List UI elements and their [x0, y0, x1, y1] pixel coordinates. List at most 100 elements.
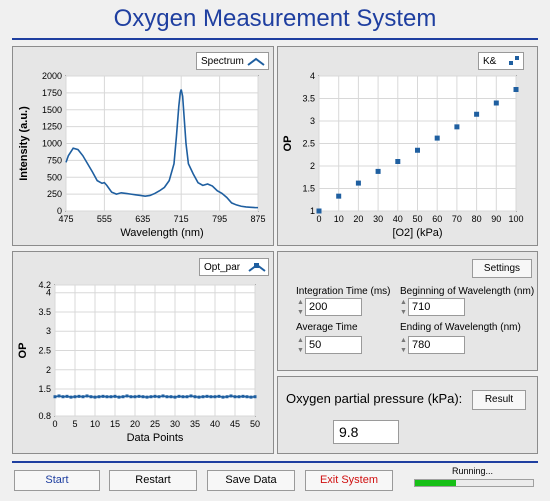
data-point [474, 111, 480, 117]
data-point [225, 395, 229, 399]
x-tick-label: 0 [316, 214, 321, 224]
begin-wavelength-label: Beginning of Wavelength (nm) [400, 286, 535, 297]
x-axis-label: [O2] (kPa) [392, 227, 442, 239]
x-tick-label: 555 [97, 214, 112, 224]
start-button[interactable]: Start [14, 470, 100, 491]
data-point [113, 394, 117, 398]
data-point [165, 395, 169, 399]
data-point [145, 395, 149, 399]
data-point [177, 394, 181, 398]
opt-legend-label: Opt_par [204, 262, 241, 273]
average-spinner-icon[interactable]: ▲ ▼ [297, 337, 304, 354]
y-axis-label: OP [282, 136, 294, 152]
y-tick-label: 0 [57, 206, 62, 216]
data-point [61, 395, 65, 399]
y-tick-label: 2.5 [38, 346, 51, 356]
y-tick-label: 1250 [42, 122, 62, 132]
data-point [221, 395, 225, 399]
x-axis-label: Data Points [127, 432, 184, 444]
end-wavelength-field[interactable]: 780 [408, 336, 465, 354]
x-tick-label: 20 [353, 214, 363, 224]
x-tick-label: 795 [212, 214, 227, 224]
kd-legend-label: K& [483, 56, 497, 67]
restart-button[interactable]: Restart [109, 470, 197, 491]
x-tick-label: 70 [452, 214, 462, 224]
data-point [217, 394, 221, 398]
data-point [434, 135, 440, 141]
x-tick-label: 5 [72, 419, 77, 429]
x-tick-label: 25 [150, 419, 160, 429]
integration-time-label: Integration Time (ms) [296, 286, 391, 297]
data-point [57, 394, 61, 398]
opt-legend[interactable]: Opt_par [199, 258, 269, 276]
x-tick-label: 715 [174, 214, 189, 224]
data-point [153, 394, 157, 398]
data-point [133, 395, 137, 399]
data-point [193, 395, 197, 399]
progress-fill [415, 480, 457, 486]
kd-legend[interactable]: K& [478, 52, 524, 70]
data-point [395, 159, 401, 164]
save-data-button[interactable]: Save Data [207, 470, 295, 491]
x-tick-label: 15 [110, 419, 120, 429]
y-tick-label: 4 [46, 288, 51, 298]
x-tick-label: 635 [135, 214, 150, 224]
data-point [141, 395, 145, 399]
begin-wavelength-field[interactable]: 710 [408, 298, 465, 316]
oxygen-pressure-label: Oxygen partial pressure (kPa): [286, 391, 463, 406]
x-tick-label: 20 [130, 419, 140, 429]
spectrum-legend[interactable]: Spectrum [196, 52, 269, 70]
average-time-label: Average Time [296, 322, 358, 333]
y-tick-label: 3 [310, 116, 315, 126]
exit-system-button[interactable]: Exit System [305, 470, 393, 491]
average-time-field[interactable]: 50 [305, 336, 362, 354]
data-point [117, 395, 121, 399]
data-point [241, 394, 245, 398]
y-tick-label: 1500 [42, 105, 62, 115]
data-point [93, 395, 97, 399]
data-point [89, 395, 93, 399]
data-point [169, 395, 173, 399]
data-point [185, 395, 189, 399]
x-tick-label: 40 [393, 214, 403, 224]
y-tick-label: 2 [310, 161, 315, 171]
data-point [85, 394, 89, 398]
data-point [73, 395, 77, 399]
integration-spinner-icon[interactable]: ▲ ▼ [297, 299, 304, 316]
status-text: Running... [452, 466, 494, 476]
scatter-icon [509, 56, 519, 65]
data-point [205, 394, 209, 398]
data-point [245, 395, 249, 399]
x-tick-label: 50 [250, 419, 260, 429]
begin-wavelength-spinner-icon[interactable]: ▲ ▼ [400, 299, 407, 316]
y-tick-label: 500 [47, 172, 62, 182]
x-tick-label: 100 [508, 214, 523, 224]
result-button[interactable]: Result [472, 390, 526, 410]
data-point [316, 208, 322, 214]
settings-button[interactable]: Settings [472, 259, 532, 278]
spectrum-chart: 475 555 635 715 795 875 0 250 500 750 1000 1250 1500… [18, 71, 266, 239]
data-point [197, 395, 201, 399]
y-tick-label: 4 [310, 71, 315, 81]
y-axis-label: OP [17, 343, 29, 359]
y-tick-label: 3 [46, 326, 51, 336]
x-tick-label: 90 [491, 214, 501, 224]
series-line [65, 89, 258, 209]
oxygen-pressure-value: 9.8 [333, 420, 399, 444]
data-point [375, 168, 381, 174]
x-tick-label: 30 [373, 214, 383, 224]
y-tick-label: 250 [47, 189, 62, 199]
end-wavelength-spinner-icon[interactable]: ▲ ▼ [400, 337, 407, 354]
y-tick-label: 2000 [42, 71, 62, 81]
data-point [355, 180, 361, 186]
y-tick-label: 0.8 [38, 411, 51, 421]
y-tick-label: 3.5 [302, 94, 315, 104]
x-tick-label: 60 [432, 214, 442, 224]
data-point [77, 394, 81, 398]
data-point [149, 395, 153, 399]
integration-time-field[interactable]: 200 [305, 298, 362, 316]
x-tick-label: 875 [250, 214, 265, 224]
data-point [97, 395, 101, 399]
y-tick-label: 750 [47, 155, 62, 165]
footer-divider [12, 461, 538, 463]
